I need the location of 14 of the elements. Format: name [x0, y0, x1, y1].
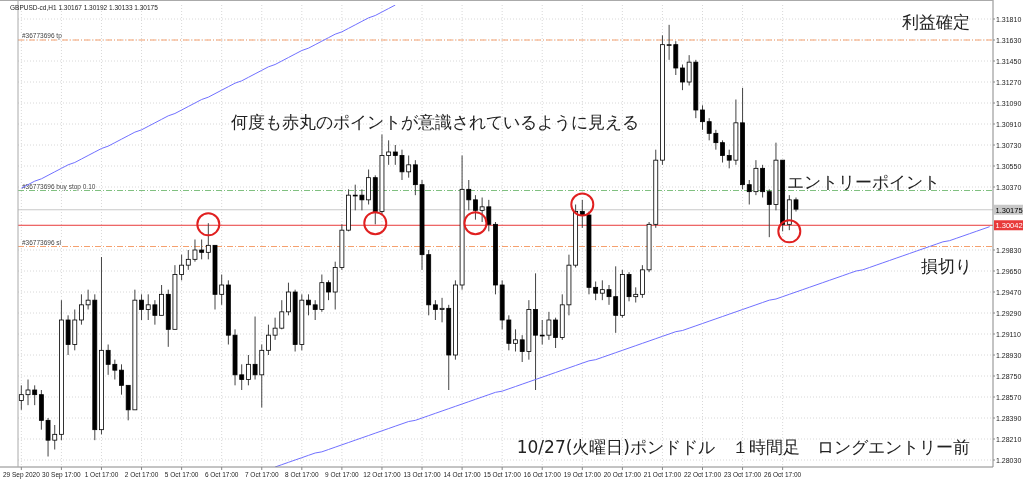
point: [777, 219, 802, 244]
candlestick: [306, 293, 311, 316]
annotation: 損切り: [921, 256, 972, 276]
annotation: 10/27(火曜日)ポンドドル １時間足 ロングエントリー前: [516, 437, 970, 457]
annotation: 何度も赤丸のポイントが意識されているように見える: [231, 112, 639, 132]
annotation: エントリーポイント: [787, 172, 940, 192]
candlestick: [513, 328, 518, 352]
point: [570, 192, 595, 217]
point: [463, 211, 488, 236]
candlestick: [700, 104, 705, 131]
point: [196, 212, 221, 237]
point: [363, 211, 388, 236]
annotation: 利益確定: [902, 12, 970, 32]
candlestick: [119, 363, 124, 396]
